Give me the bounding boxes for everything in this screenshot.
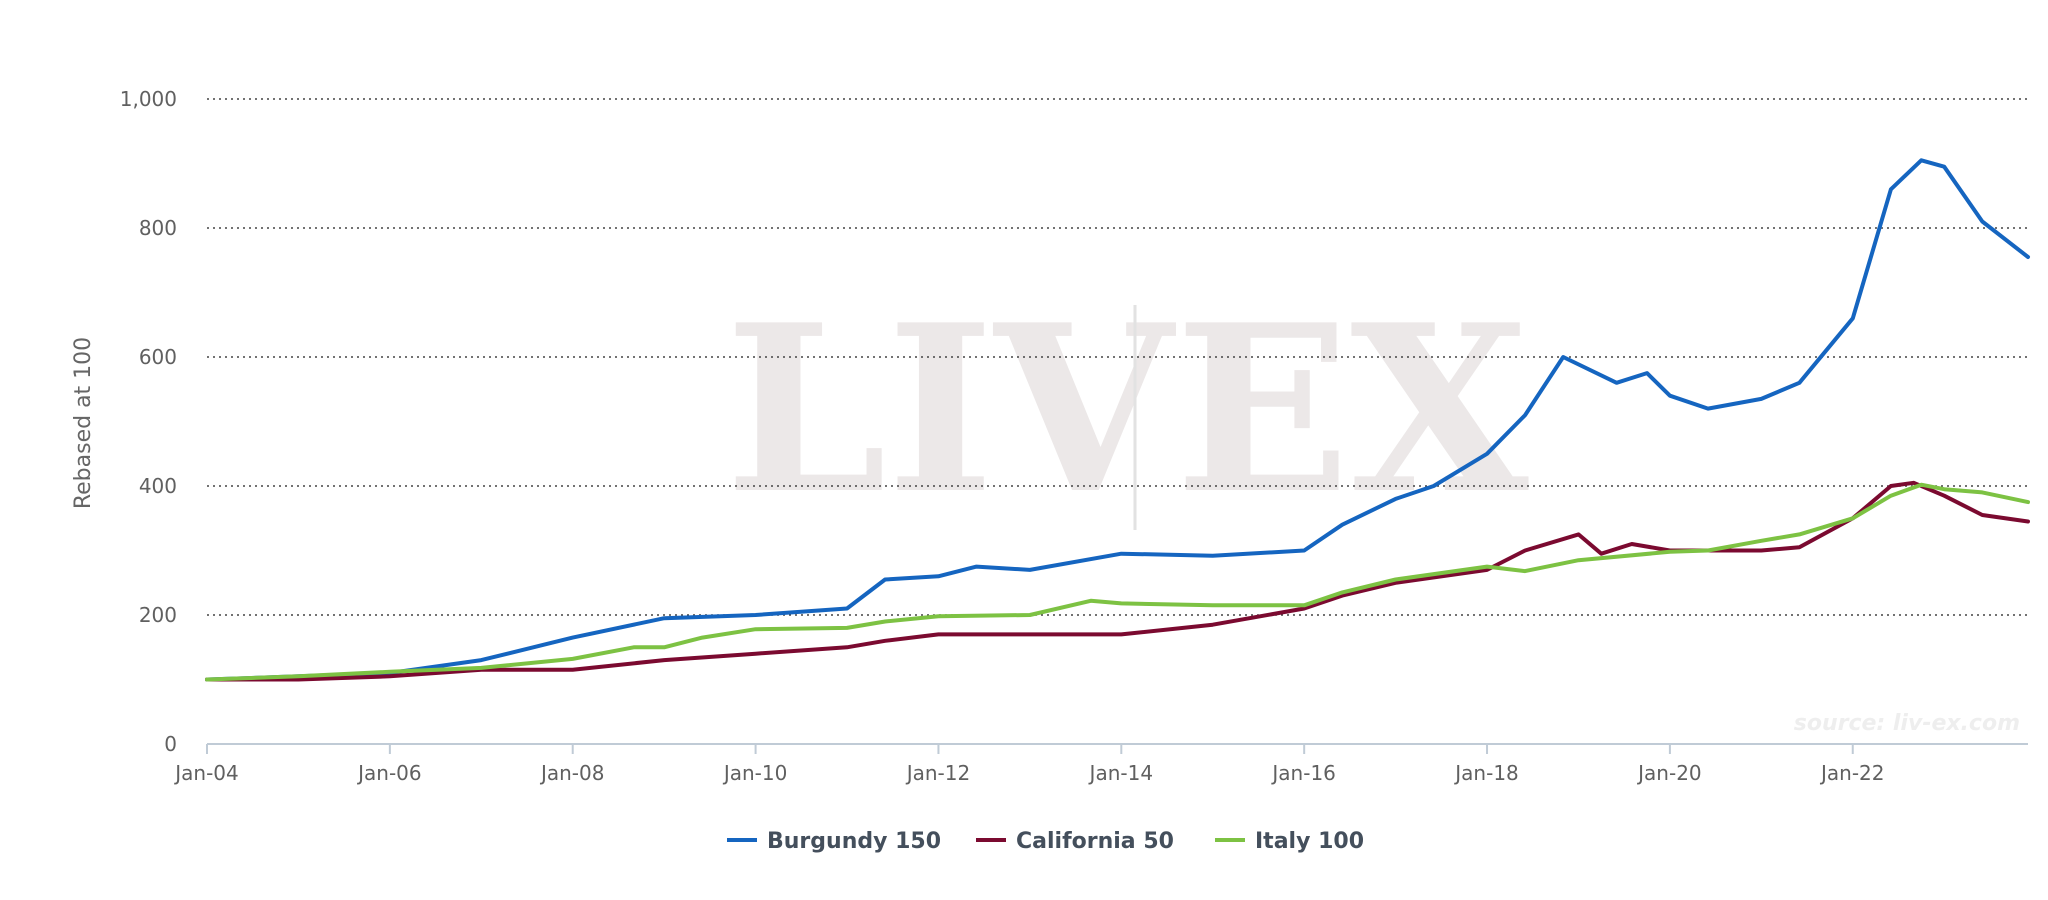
y-axis-labels: 0 200 400 600 800 1,000 xyxy=(120,87,177,756)
x-tick-label: Jan-08 xyxy=(539,761,605,785)
x-tick-label: Jan-14 xyxy=(1088,761,1154,785)
x-tick-label: Jan-16 xyxy=(1270,761,1336,785)
x-tick-label: Jan-22 xyxy=(1819,761,1885,785)
y-tick-label: 200 xyxy=(139,603,177,627)
svg-text:EX: EX xyxy=(1175,275,1529,545)
series-line xyxy=(205,482,2030,682)
x-tick-label: Jan-18 xyxy=(1453,761,1519,785)
svg-text:LIV: LIV xyxy=(725,275,1176,545)
legend: Burgundy 150 California 50 Italy 100 xyxy=(727,829,1364,854)
x-tick-label: Jan-20 xyxy=(1636,761,1702,785)
series-lines xyxy=(205,158,2030,682)
legend-item-label: California 50 xyxy=(1016,829,1174,854)
x-tick-label: Jan-10 xyxy=(722,761,788,785)
legend-item-label: Burgundy 150 xyxy=(767,829,941,854)
y-tick-label: 800 xyxy=(139,216,177,240)
y-tick-label: 0 xyxy=(164,732,177,756)
y-tick-label: 1,000 xyxy=(120,87,177,111)
x-tick-label: Jan-06 xyxy=(356,761,422,785)
source-credit: source: liv-ex.com xyxy=(1794,711,2020,736)
y-tick-label: 400 xyxy=(139,474,177,498)
x-tick-label: Jan-12 xyxy=(905,761,971,785)
y-tick-label: 600 xyxy=(139,345,177,369)
series-line xyxy=(205,158,2030,682)
legend-item-label: Italy 100 xyxy=(1255,829,1364,854)
y-axis-title: Rebased at 100 xyxy=(71,337,96,509)
liv-ex-watermark: LIV EX xyxy=(725,275,1529,545)
x-tick-label: Jan-04 xyxy=(173,761,239,785)
x-axis: Jan-04 Jan-06 Jan-08 Jan-10 Jan-12 Jan-14 Jan-… xyxy=(173,743,2028,785)
